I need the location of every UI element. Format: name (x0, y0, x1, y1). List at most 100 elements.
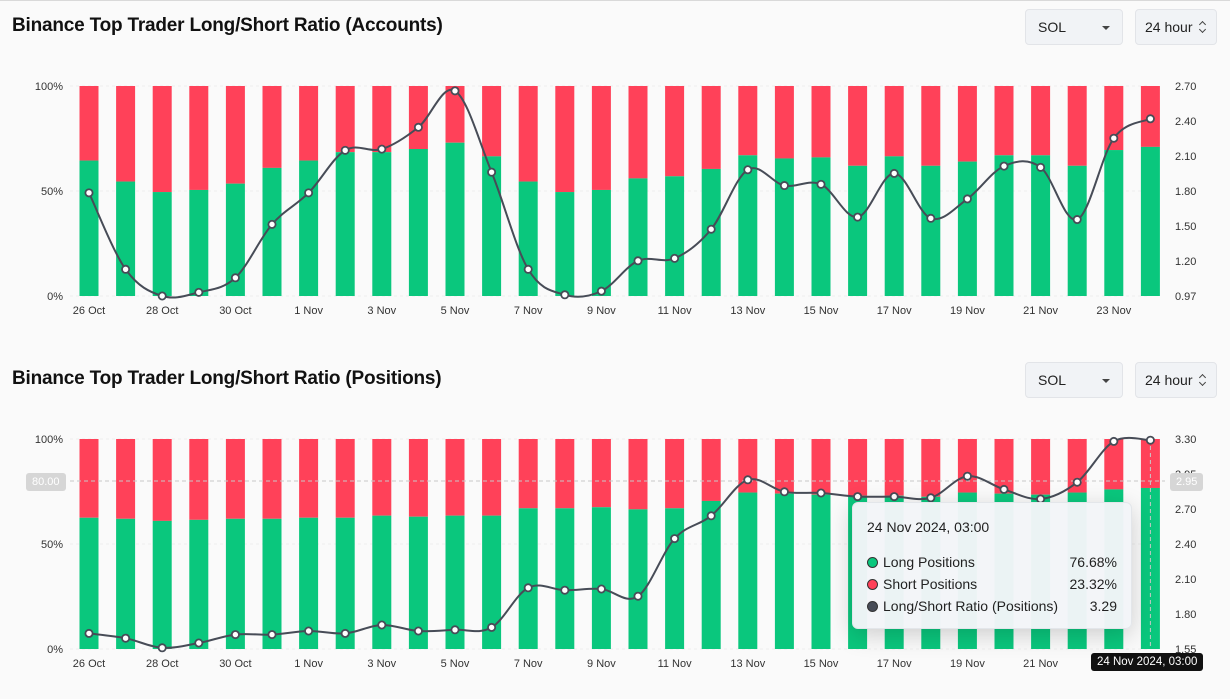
short-bar (189, 439, 209, 520)
short-bar (445, 439, 465, 516)
ratio-point (157, 291, 167, 301)
crosshair-left-label: 80.00 (26, 473, 66, 491)
crosshair-right-label: 2.95 (1170, 473, 1204, 491)
ratio-point (670, 253, 680, 263)
y-tick-label: 50% (41, 539, 63, 551)
ratio-point (816, 179, 826, 189)
chevron-down-icon (1102, 26, 1110, 30)
short-bar (225, 439, 245, 519)
long-bar (957, 161, 977, 296)
long-bar (189, 189, 209, 296)
short-bar (299, 439, 319, 518)
short-bar (848, 86, 868, 166)
x-tick-label: 13 Nov (730, 305, 765, 317)
short-bar (116, 86, 136, 182)
tooltip-row-short: Short Positions 23.32% (867, 573, 1117, 595)
short-bar (482, 86, 502, 157)
y2-tick-label: 2.10 (1175, 151, 1196, 163)
ratio-point (304, 188, 314, 198)
x-tick-label: 7 Nov (514, 305, 543, 317)
top-divider (0, 0, 1230, 1)
coin-select[interactable]: SOL (1025, 362, 1123, 398)
short-bar (811, 439, 831, 495)
ratio-point (889, 168, 899, 178)
short-bar (1031, 86, 1051, 156)
x-tick-label: 26 Oct (73, 658, 105, 670)
x-tick-label: 5 Nov (441, 658, 470, 670)
short-bar (957, 439, 977, 493)
long-bar (189, 519, 209, 649)
long-bar (1140, 146, 1160, 296)
short-bar (811, 86, 831, 158)
long-bar (1067, 165, 1087, 296)
interval-select-value: 24 hour (1145, 19, 1193, 35)
short-bar (921, 439, 941, 497)
long-bar (372, 152, 392, 296)
short-bar (518, 86, 538, 182)
long-bar (116, 181, 136, 296)
short-bar (774, 86, 794, 159)
x-tick-label: 11 Nov (658, 305, 693, 317)
long-bar (591, 189, 611, 296)
long-bar (628, 509, 648, 649)
ratio-point (706, 511, 716, 521)
interval-select[interactable]: 24 hour (1135, 9, 1217, 45)
short-bar (628, 439, 648, 510)
y-tick-label: 100% (35, 434, 63, 446)
x-tick-label: 9 Nov (587, 305, 616, 317)
short-bar (152, 86, 172, 193)
ratio-point (121, 264, 131, 274)
x-tick-label: 28 Oct (146, 658, 178, 670)
short-bar (665, 439, 685, 509)
accounts-chart-panel: Binance Top Trader Long/Short Ratio (Acc… (0, 0, 1230, 346)
ratio-point (1036, 162, 1046, 172)
y-tick-label: 0% (47, 644, 63, 656)
long-bar (262, 167, 282, 296)
short-bar (372, 86, 392, 153)
y-tick-label: 100% (35, 81, 63, 93)
long-bar (591, 507, 611, 649)
short-bar (921, 86, 941, 166)
short-bar (701, 439, 721, 501)
tooltip-title: 24 Nov 2024, 03:00 (867, 519, 990, 535)
long-bar (848, 165, 868, 296)
long-dot-icon (867, 556, 878, 568)
ratio-line (88, 88, 1151, 299)
long-bar (555, 508, 575, 649)
short-bar (79, 86, 99, 161)
x-tick-label: 30 Oct (219, 305, 251, 317)
long-bar (79, 517, 99, 649)
ratio-point (853, 492, 863, 502)
short-bar (1104, 439, 1124, 490)
long-bar (445, 142, 465, 296)
ratio-point (779, 181, 789, 191)
y2-tick-label: 0.97 (1175, 291, 1196, 303)
long-bar (811, 157, 831, 296)
ratio-point (962, 471, 972, 481)
y2-tick-label: 2.70 (1175, 504, 1196, 516)
short-bar (335, 439, 355, 518)
ratio-point (413, 122, 423, 132)
ratio-point (377, 620, 387, 630)
tooltip-value: 76.68% (1069, 554, 1117, 570)
ratio-point (230, 630, 240, 640)
ratio-point (596, 584, 606, 594)
interval-select[interactable]: 24 hour (1135, 362, 1217, 398)
ratio-point (450, 86, 460, 96)
coin-select[interactable]: SOL (1025, 9, 1123, 45)
accounts-chart[interactable]: 0% 50% 100% 0.97 1.20 1.50 1.80 2.10 2.40 2.70 26 … (0, 0, 1230, 346)
tooltip-row-long: Long Positions 76.68% (867, 551, 1117, 573)
short-bar (189, 86, 209, 190)
x-tick-label: 21 Nov (1023, 305, 1058, 317)
long-bar (665, 176, 685, 296)
ratio-point (560, 585, 570, 595)
y2-tick-label: 2.10 (1175, 574, 1196, 586)
short-bar (994, 86, 1014, 156)
y2-tick-label: 1.80 (1175, 186, 1196, 198)
ratio-point (84, 628, 94, 638)
y2-tick-label: 2.70 (1175, 81, 1196, 93)
short-bar (116, 439, 136, 519)
x-tick-label: 13 Nov (730, 658, 765, 670)
ratio-point (633, 256, 643, 266)
long-bar (628, 178, 648, 296)
